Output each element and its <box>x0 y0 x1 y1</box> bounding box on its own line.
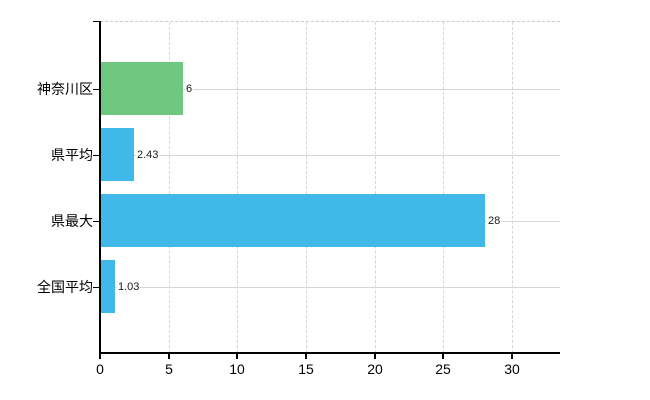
plot-top-border <box>100 21 560 22</box>
x-tick-label: 15 <box>298 361 314 377</box>
y-axis-top-tick <box>93 21 100 22</box>
vertical-gridline <box>512 22 513 353</box>
x-tick-label: 20 <box>367 361 383 377</box>
bar-value-label: 1.03 <box>117 279 141 295</box>
vertical-gridline <box>169 22 170 353</box>
row-leader-line <box>101 89 560 90</box>
y-axis-tick <box>93 155 100 156</box>
row-leader-line <box>101 155 560 156</box>
y-axis-tick <box>93 89 100 90</box>
x-axis-tick <box>305 354 307 359</box>
bar-value-label: 2.43 <box>136 147 160 163</box>
x-axis-tick <box>168 354 170 359</box>
y-axis-line <box>99 21 101 354</box>
bar <box>101 128 134 181</box>
x-axis-tick <box>374 354 376 359</box>
y-axis-tick <box>93 221 100 222</box>
bar <box>101 260 115 313</box>
x-axis-line <box>99 352 560 354</box>
x-tick-label: 0 <box>96 361 104 377</box>
x-tick-label: 25 <box>435 361 451 377</box>
category-label: 県平均 <box>51 147 93 163</box>
vertical-gridline <box>237 22 238 353</box>
category-label: 神奈川区 <box>37 81 93 97</box>
row-leader-line <box>101 287 560 288</box>
vertical-gridline <box>443 22 444 353</box>
x-tick-label: 5 <box>165 361 173 377</box>
x-axis-tick <box>442 354 444 359</box>
vertical-gridline <box>306 22 307 353</box>
category-label: 全国平均 <box>37 279 93 295</box>
category-label: 県最大 <box>51 213 93 229</box>
vertical-gridline <box>375 22 376 353</box>
x-tick-label: 30 <box>504 361 520 377</box>
x-axis-tick <box>511 354 513 359</box>
bar-value-label: 6 <box>185 81 194 97</box>
bar <box>101 62 183 115</box>
x-tick-label: 10 <box>229 361 245 377</box>
y-axis-tick <box>93 287 100 288</box>
x-axis-tick <box>99 354 101 359</box>
bar-value-label: 28 <box>487 213 502 229</box>
x-axis-tick <box>236 354 238 359</box>
bar <box>101 194 485 247</box>
